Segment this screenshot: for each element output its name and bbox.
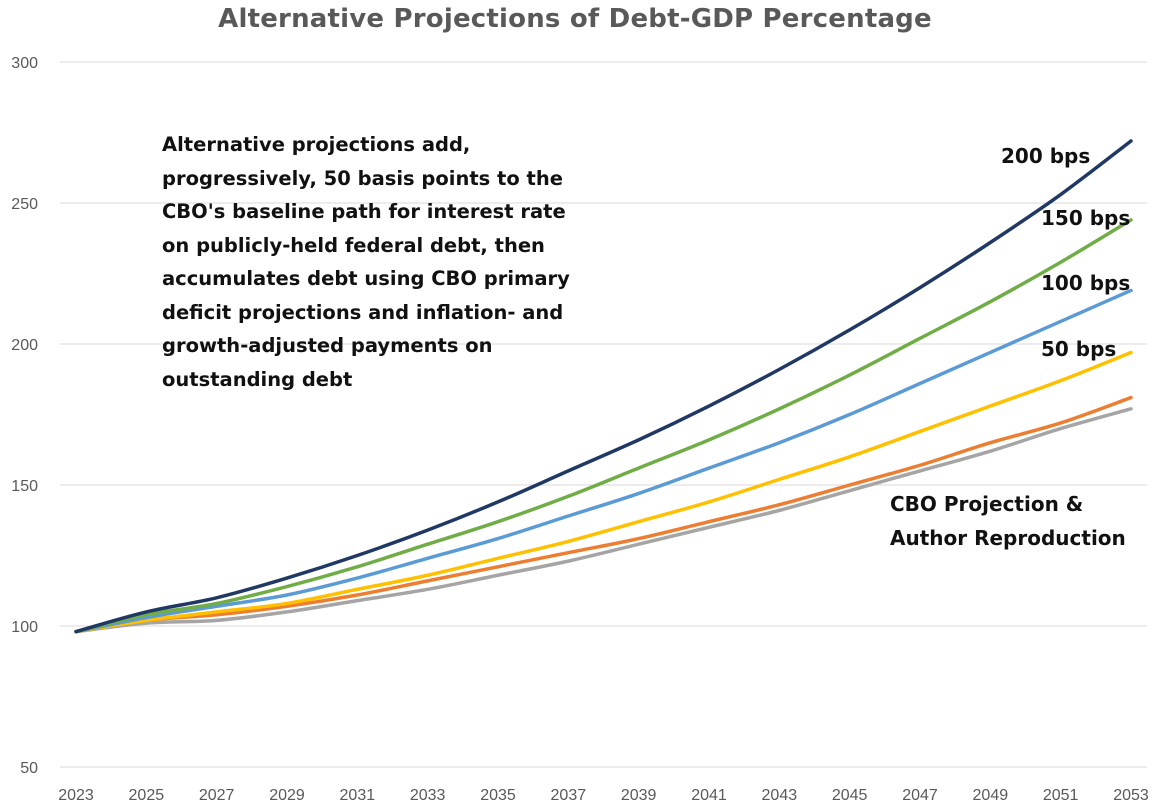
x-tick-label: 2051 — [1043, 787, 1079, 804]
series-line-100-bps — [74, 288, 1133, 634]
series-label-100-bps: 100 bps — [1041, 271, 1130, 295]
x-tick-label: 2045 — [832, 787, 868, 804]
cbo-label-line-1: CBO Projection & — [890, 492, 1083, 516]
y-tick-label: 150 — [11, 478, 38, 495]
annotation-line: growth-adjusted payments on — [162, 334, 493, 357]
y-tick-label: 250 — [11, 196, 38, 213]
annotation-line: on publicly-held federal debt, then — [162, 233, 545, 257]
chart-title: Alternative Projections of Debt-GDP Perc… — [218, 4, 932, 34]
series-label-50-bps: 50 bps — [1041, 337, 1116, 361]
annotation-line: accumulates debt using CBO primary — [162, 267, 570, 290]
x-tick-label: 2023 — [58, 787, 94, 804]
x-tick-label: 2027 — [199, 787, 235, 804]
annotation-line: deficit projections and inflation- and — [162, 300, 564, 324]
annotation-line: progressively, 50 basis points to the — [162, 166, 563, 190]
x-tick-label: 2033 — [410, 787, 446, 804]
series-line-author-reproduction — [74, 407, 1133, 634]
y-tick-label: 200 — [11, 337, 38, 354]
x-tick-label: 2031 — [340, 787, 376, 804]
annotation-line: Alternative projections add, — [162, 133, 471, 156]
series-label-150-bps: 150 bps — [1041, 206, 1130, 230]
annotation-line: outstanding debt — [162, 367, 353, 391]
x-tick-label: 2043 — [762, 787, 798, 804]
y-axis-tick-labels: 50 100 150 200 250 300 — [11, 55, 38, 777]
annotation-line: CBO's baseline path for interest rate — [162, 200, 566, 223]
series-line-cbo-projection — [74, 395, 1133, 634]
x-tick-label: 2035 — [480, 787, 516, 804]
x-tick-label: 2039 — [621, 787, 657, 804]
x-tick-label: 2047 — [902, 787, 938, 804]
x-tick-label: 2049 — [973, 787, 1009, 804]
y-tick-label: 50 — [20, 760, 38, 777]
chart-annotation: Alternative projections add, progressive… — [162, 128, 622, 396]
x-tick-label: 2037 — [551, 787, 587, 804]
x-tick-label: 2053 — [1113, 787, 1149, 804]
x-tick-label: 2029 — [269, 787, 305, 804]
series-lines — [74, 139, 1133, 634]
series-line-200-bps — [74, 139, 1133, 634]
series-line-50-bps — [74, 350, 1133, 634]
gridlines — [60, 61, 1147, 768]
cbo-label-line-2: Author Reproduction — [890, 526, 1126, 550]
y-tick-label: 100 — [11, 619, 38, 636]
series-labels: 200 bps 150 bps 100 bps 50 bps CBO Proje… — [890, 144, 1130, 550]
y-tick-label: 300 — [11, 55, 38, 72]
x-axis-tick-labels: 2023 2025 2027 2029 2031 2033 2035 2037 2039 2041… — [58, 787, 1149, 804]
x-tick-label: 2041 — [691, 787, 727, 804]
x-tick-label: 2025 — [129, 787, 165, 804]
series-label-200-bps: 200 bps — [1001, 144, 1090, 168]
series-line-150-bps — [74, 218, 1133, 634]
